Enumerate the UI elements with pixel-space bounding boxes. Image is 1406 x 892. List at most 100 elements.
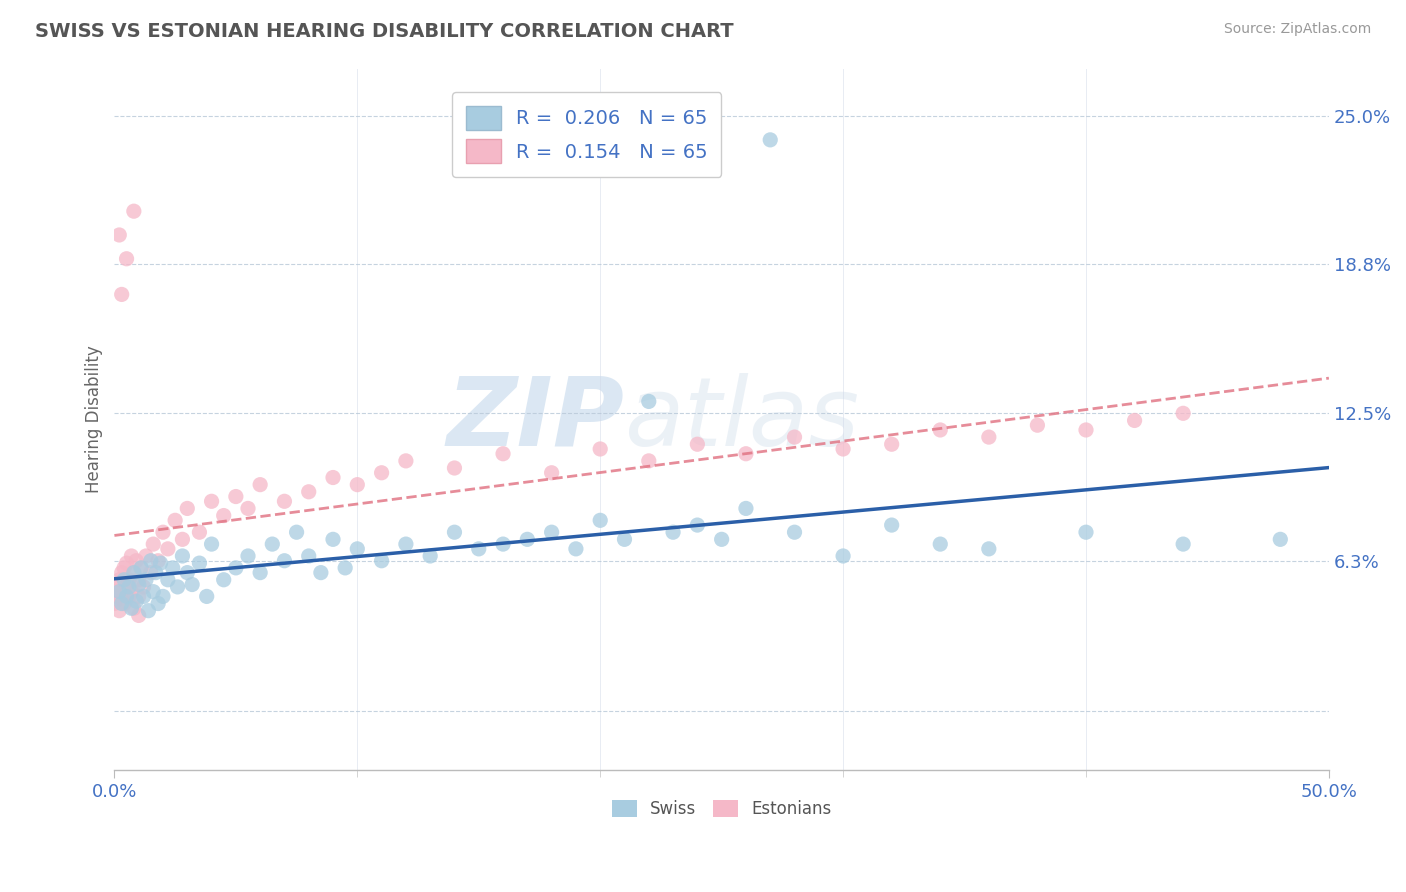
- Point: [118, 573, 141, 587]
- Text: SWISS VS ESTONIAN HEARING DISABILITY CORRELATION CHART: SWISS VS ESTONIAN HEARING DISABILITY COR…: [35, 22, 734, 41]
- Point: [285, 525, 308, 540]
- Point: [129, 561, 152, 575]
- Point: [249, 566, 271, 580]
- Point: [333, 561, 356, 575]
- Point: [1074, 525, 1097, 540]
- Point: [176, 566, 198, 580]
- Point: [236, 549, 259, 563]
- Point: [200, 494, 222, 508]
- Point: [225, 490, 247, 504]
- Point: [589, 513, 612, 527]
- Point: [188, 525, 211, 540]
- Point: [1270, 533, 1292, 547]
- Point: [152, 590, 174, 604]
- Point: [492, 537, 515, 551]
- Point: [370, 554, 392, 568]
- Point: [128, 573, 150, 587]
- Point: [346, 541, 368, 556]
- Point: [172, 549, 194, 563]
- Point: [322, 470, 344, 484]
- Point: [176, 501, 198, 516]
- Point: [108, 573, 131, 587]
- Point: [735, 501, 758, 516]
- Point: [128, 590, 150, 604]
- Point: [142, 537, 165, 551]
- Point: [188, 556, 211, 570]
- Point: [637, 454, 659, 468]
- Point: [225, 561, 247, 575]
- Point: [122, 601, 145, 615]
- Point: [395, 537, 418, 551]
- Point: [589, 442, 612, 456]
- Point: [880, 518, 903, 533]
- Point: [120, 601, 142, 615]
- Point: [977, 430, 1000, 444]
- Point: [443, 525, 465, 540]
- Point: [156, 573, 179, 587]
- Point: [212, 573, 235, 587]
- Text: ZIP: ZIP: [447, 373, 624, 466]
- Point: [1173, 537, 1195, 551]
- Point: [149, 556, 172, 570]
- Point: [492, 447, 515, 461]
- Point: [735, 447, 758, 461]
- Point: [122, 566, 145, 580]
- Point: [273, 554, 295, 568]
- Point: [419, 549, 441, 563]
- Point: [125, 594, 148, 608]
- Point: [395, 454, 418, 468]
- Point: [686, 518, 709, 533]
- Point: [686, 437, 709, 451]
- Point: [111, 597, 134, 611]
- Point: [1074, 423, 1097, 437]
- Point: [195, 590, 218, 604]
- Point: [710, 533, 733, 547]
- Point: [273, 494, 295, 508]
- Point: [156, 541, 179, 556]
- Point: [108, 227, 131, 242]
- Point: [115, 556, 138, 570]
- Point: [1026, 418, 1049, 433]
- Point: [1173, 406, 1195, 420]
- Point: [132, 580, 155, 594]
- Text: Source: ZipAtlas.com: Source: ZipAtlas.com: [1223, 22, 1371, 37]
- Point: [977, 541, 1000, 556]
- Point: [128, 577, 150, 591]
- Point: [370, 466, 392, 480]
- Point: [103, 584, 125, 599]
- Point: [468, 541, 491, 556]
- Point: [138, 604, 160, 618]
- Point: [112, 597, 135, 611]
- Point: [146, 597, 169, 611]
- Point: [132, 590, 155, 604]
- Point: [129, 561, 152, 575]
- Point: [165, 513, 187, 527]
- Point: [112, 561, 135, 575]
- Point: [262, 537, 284, 551]
- Point: [662, 525, 685, 540]
- Point: [929, 537, 952, 551]
- Point: [298, 484, 321, 499]
- Point: [139, 566, 162, 580]
- Point: [105, 590, 128, 604]
- Point: [443, 461, 465, 475]
- Point: [120, 549, 142, 563]
- Point: [118, 580, 141, 594]
- Point: [1123, 413, 1146, 427]
- Point: [236, 501, 259, 516]
- Point: [105, 577, 128, 591]
- Point: [142, 584, 165, 599]
- Point: [115, 590, 138, 604]
- Point: [516, 533, 538, 547]
- Point: [108, 584, 131, 599]
- Point: [108, 604, 131, 618]
- Point: [200, 537, 222, 551]
- Point: [212, 508, 235, 523]
- Point: [122, 204, 145, 219]
- Point: [128, 608, 150, 623]
- Point: [565, 541, 588, 556]
- Point: [118, 590, 141, 604]
- Point: [309, 566, 332, 580]
- Point: [783, 525, 806, 540]
- Point: [122, 566, 145, 580]
